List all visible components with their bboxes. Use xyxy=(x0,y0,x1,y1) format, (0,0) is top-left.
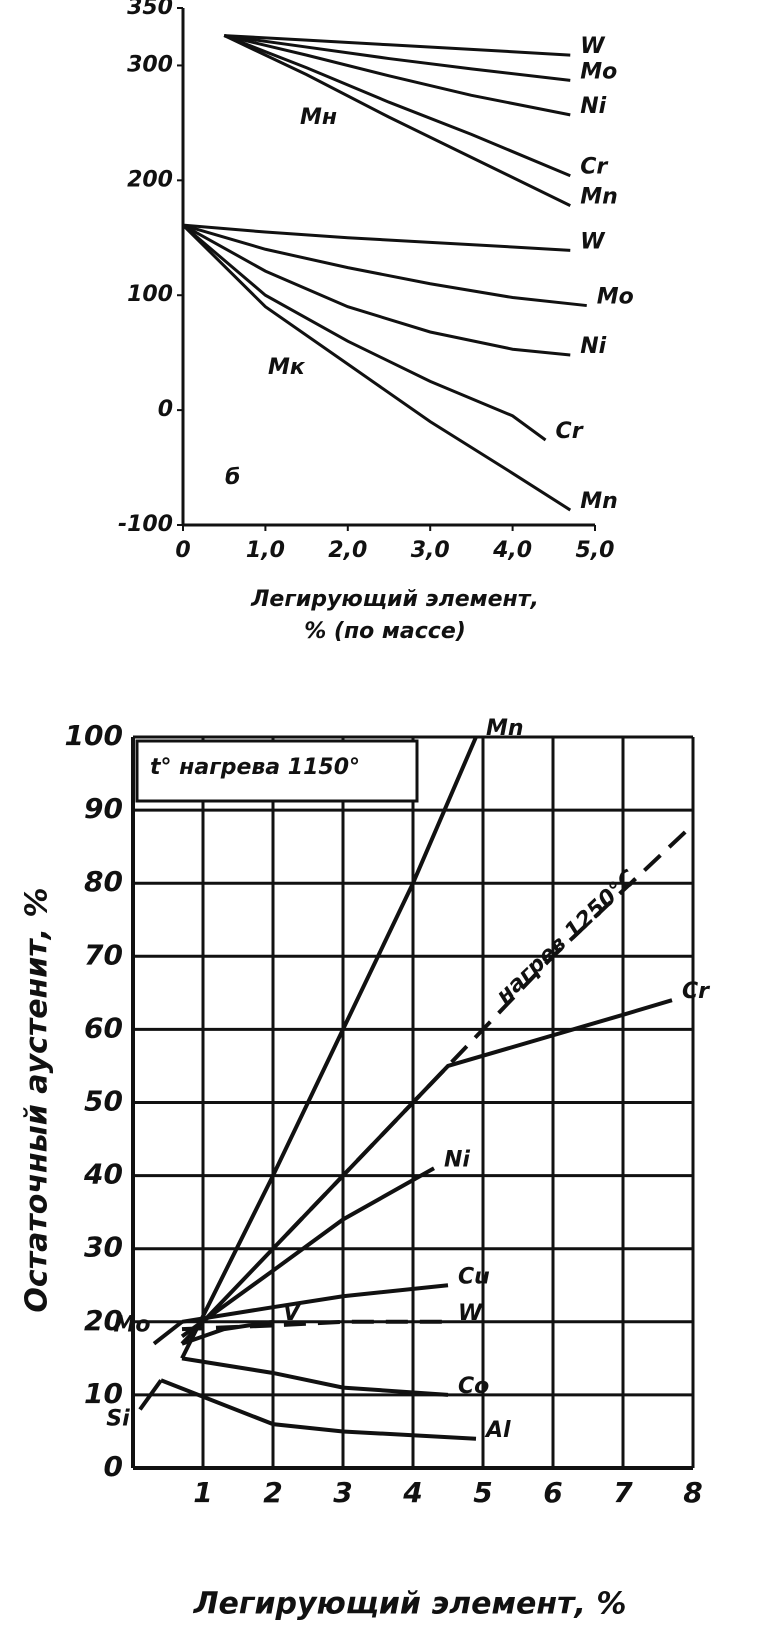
series-line xyxy=(181,1283,449,1324)
y-tick-label: 10 xyxy=(84,1377,123,1410)
series-line xyxy=(223,34,571,178)
y-tick-label: 0 xyxy=(158,397,173,422)
series-label: V xyxy=(283,1301,302,1326)
y-tick-label: 90 xyxy=(84,792,123,825)
y-tick-label: 350 xyxy=(127,0,173,20)
x-tick-label: 0 xyxy=(175,538,190,563)
series-label: Mo xyxy=(597,285,634,310)
x-tick-label: 6 xyxy=(543,1476,562,1509)
annotation-box xyxy=(135,739,419,803)
series-label: Co xyxy=(458,1374,489,1399)
series-label: Mn xyxy=(580,489,618,514)
y-tick-label: -100 xyxy=(118,512,173,537)
x-tick-label: 5 xyxy=(473,1476,492,1509)
x-tick-label: 3,0 xyxy=(411,538,450,563)
series-line xyxy=(223,34,571,82)
y-tick-label: 100 xyxy=(127,282,173,307)
y-tick-label: 0 xyxy=(104,1450,123,1483)
series-line xyxy=(182,223,587,308)
series-line xyxy=(180,1166,435,1339)
series-line xyxy=(223,34,571,117)
x-tick-label: 4 xyxy=(402,1476,422,1509)
series-label: нагрев 1250°C xyxy=(492,866,642,1009)
series-line xyxy=(181,224,572,512)
series-label: W xyxy=(458,1301,484,1326)
series-line xyxy=(223,34,571,207)
series-label: W xyxy=(580,34,606,59)
series-label: Mn xyxy=(580,185,618,210)
series-line xyxy=(285,823,695,1236)
annotation: б xyxy=(225,465,240,490)
series-label: Cu xyxy=(458,1264,490,1289)
y-axis-label: Остаточный аустенит, % xyxy=(20,887,55,1312)
x-axis-label: Легирующий элемент, % xyxy=(193,1587,627,1622)
annotation: Mн xyxy=(300,105,337,130)
x-tick-label: 4,0 xyxy=(492,538,532,563)
x-tick-label: 8 xyxy=(683,1476,702,1509)
x-tick-label: 2 xyxy=(263,1476,282,1509)
y-tick-label: 70 xyxy=(84,938,123,971)
x-tick-label: 2,0 xyxy=(328,538,367,563)
x-tick-label: 1 xyxy=(193,1476,212,1509)
series-line xyxy=(181,1356,449,1397)
series-label: W xyxy=(580,229,606,254)
series-label: Cr xyxy=(682,979,710,1004)
series-label: Cr xyxy=(556,419,584,444)
series-label: Mo xyxy=(113,1313,150,1338)
series-line xyxy=(182,223,571,252)
x-tick-label: 7 xyxy=(613,1476,633,1509)
annotation: t° нагрева 1150° xyxy=(150,755,360,780)
y-tick-label: 200 xyxy=(127,167,173,192)
annotation: Mк xyxy=(268,355,306,380)
y-tick-label: 50 xyxy=(84,1085,123,1118)
series-label: Al xyxy=(484,1418,511,1443)
y-tick-label: 60 xyxy=(84,1011,123,1044)
series-label: Ni xyxy=(580,94,606,119)
series-line xyxy=(180,736,478,1360)
series-line xyxy=(182,223,571,357)
series-label: Mn xyxy=(486,716,524,741)
series-line xyxy=(138,1379,163,1411)
x-tick-label: 3 xyxy=(333,1476,352,1509)
series-line xyxy=(224,34,571,57)
series-line xyxy=(181,1319,274,1346)
series-label: Cr xyxy=(580,155,608,180)
x-axis-label: % (по массе) xyxy=(304,619,466,644)
x-axis-label: Легирующий элемент, xyxy=(250,587,539,612)
x-tick-label: 1,0 xyxy=(246,538,285,563)
x-tick-label: 5,0 xyxy=(576,538,615,563)
series-label: Ni xyxy=(444,1147,470,1172)
series-label: Mo xyxy=(580,59,617,84)
series-line xyxy=(182,223,547,442)
y-tick-label: 40 xyxy=(83,1158,123,1191)
series-label: Ni xyxy=(580,334,606,359)
y-tick-label: 20 xyxy=(84,1304,123,1337)
series-label: Si xyxy=(106,1407,130,1432)
y-tick-label: 30 xyxy=(84,1231,123,1264)
y-tick-label: 80 xyxy=(84,865,123,898)
y-tick-label: 300 xyxy=(127,52,173,77)
series-line xyxy=(152,1320,184,1346)
y-tick-label: 100 xyxy=(65,719,123,752)
series-line xyxy=(160,1378,477,1441)
